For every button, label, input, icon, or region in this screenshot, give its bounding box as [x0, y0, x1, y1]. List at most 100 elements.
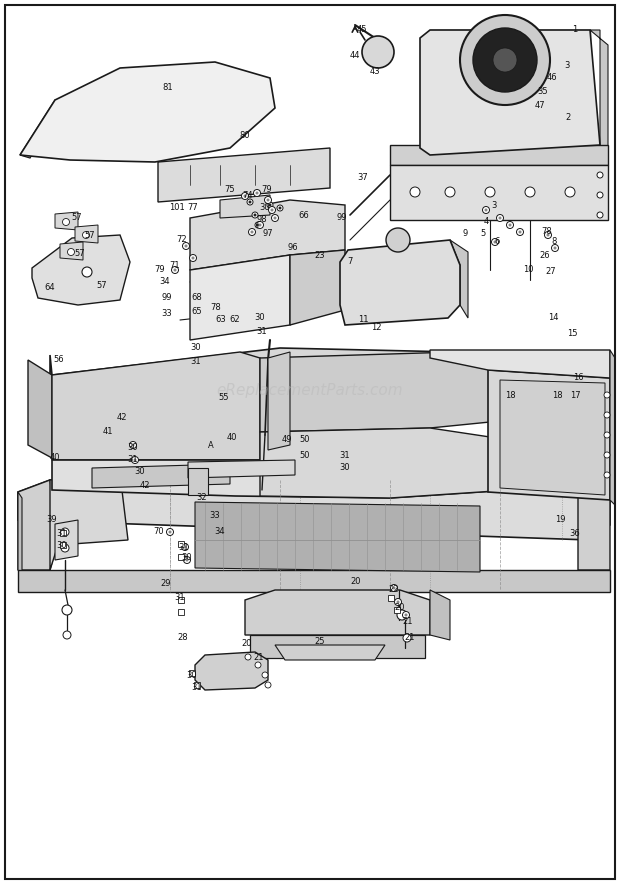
Circle shape [277, 205, 283, 211]
Circle shape [172, 266, 179, 273]
Circle shape [368, 42, 388, 62]
Polygon shape [500, 380, 605, 495]
Polygon shape [18, 478, 610, 540]
Text: 11: 11 [358, 316, 368, 324]
Text: 78: 78 [211, 303, 221, 313]
Text: 31: 31 [179, 543, 189, 552]
Text: 23: 23 [315, 250, 326, 260]
FancyBboxPatch shape [189, 670, 195, 676]
Text: 97: 97 [263, 228, 273, 238]
Circle shape [473, 28, 537, 92]
Circle shape [254, 189, 260, 196]
Text: 31: 31 [128, 455, 138, 464]
Circle shape [268, 207, 275, 214]
Text: 31: 31 [257, 327, 267, 337]
Polygon shape [430, 590, 450, 640]
Polygon shape [35, 70, 260, 155]
Circle shape [494, 240, 497, 243]
Text: 30: 30 [128, 443, 138, 452]
Text: 4: 4 [484, 217, 489, 226]
Text: 56: 56 [54, 355, 64, 364]
Circle shape [552, 245, 559, 252]
Circle shape [597, 212, 603, 218]
Text: 39: 39 [46, 515, 57, 524]
Polygon shape [188, 460, 295, 478]
Circle shape [604, 392, 610, 398]
Polygon shape [610, 350, 615, 505]
Text: 3: 3 [491, 201, 497, 210]
FancyBboxPatch shape [178, 609, 184, 615]
Text: 57: 57 [72, 214, 82, 223]
Circle shape [604, 432, 610, 438]
Polygon shape [190, 200, 345, 270]
Polygon shape [92, 464, 230, 488]
Text: 20: 20 [395, 604, 405, 613]
Text: 74: 74 [242, 190, 254, 200]
Circle shape [397, 610, 407, 620]
Polygon shape [430, 350, 610, 378]
Circle shape [247, 199, 253, 205]
Polygon shape [60, 83, 238, 148]
Polygon shape [245, 590, 430, 635]
Circle shape [270, 209, 273, 211]
Text: 6: 6 [494, 238, 500, 247]
Circle shape [544, 232, 552, 239]
Polygon shape [158, 148, 330, 202]
Text: 14: 14 [547, 314, 558, 323]
Text: 77: 77 [188, 202, 198, 211]
Circle shape [131, 456, 138, 463]
Circle shape [397, 600, 399, 604]
FancyBboxPatch shape [60, 530, 66, 536]
Text: 71: 71 [170, 261, 180, 270]
Polygon shape [18, 492, 22, 575]
Text: 41: 41 [103, 428, 113, 437]
Text: 57: 57 [97, 280, 107, 289]
Circle shape [507, 222, 513, 228]
Text: 40: 40 [50, 453, 60, 462]
Circle shape [498, 217, 502, 219]
Circle shape [61, 544, 69, 552]
Text: 20: 20 [351, 577, 361, 586]
Circle shape [68, 248, 74, 255]
Circle shape [493, 48, 517, 72]
FancyBboxPatch shape [178, 554, 184, 560]
Circle shape [255, 192, 259, 194]
Polygon shape [340, 240, 460, 325]
Text: 33: 33 [162, 309, 172, 317]
Circle shape [565, 187, 575, 197]
FancyBboxPatch shape [194, 682, 200, 688]
Polygon shape [290, 250, 345, 325]
Circle shape [255, 662, 261, 668]
Circle shape [245, 654, 251, 660]
Text: 18: 18 [552, 391, 562, 400]
Circle shape [249, 228, 255, 235]
Circle shape [250, 231, 254, 233]
Text: 19: 19 [555, 515, 565, 524]
Circle shape [82, 267, 92, 277]
Circle shape [63, 631, 71, 639]
Text: 57: 57 [74, 248, 86, 257]
Circle shape [604, 472, 610, 478]
Polygon shape [18, 480, 58, 570]
Text: 7: 7 [347, 257, 353, 266]
Polygon shape [52, 352, 260, 460]
Circle shape [518, 231, 521, 233]
Text: 30: 30 [187, 670, 197, 680]
Polygon shape [75, 225, 98, 243]
Text: 50: 50 [299, 451, 310, 460]
Text: 31: 31 [191, 357, 202, 367]
Circle shape [185, 559, 188, 561]
Circle shape [516, 228, 523, 235]
FancyBboxPatch shape [60, 542, 66, 548]
Text: 34: 34 [160, 278, 171, 286]
Circle shape [403, 634, 411, 642]
Circle shape [362, 36, 394, 68]
Circle shape [184, 545, 187, 548]
Circle shape [546, 233, 549, 237]
Polygon shape [450, 240, 468, 318]
Circle shape [262, 672, 268, 678]
FancyBboxPatch shape [178, 597, 184, 603]
Circle shape [394, 598, 402, 606]
Text: 79: 79 [154, 265, 166, 275]
FancyBboxPatch shape [394, 607, 400, 613]
